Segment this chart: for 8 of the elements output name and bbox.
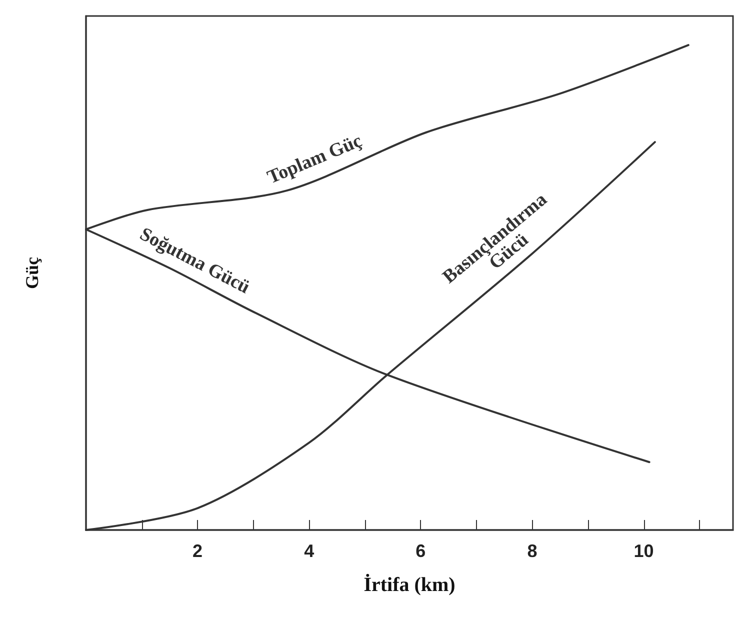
y-axis-title: Güç [22, 256, 42, 290]
x-tick-label: 6 [416, 541, 426, 561]
x-tick-label: 2 [192, 541, 203, 561]
x-axis-title: İrtifa (km) [364, 573, 456, 596]
x-tick-label: 10 [634, 541, 654, 561]
text: Toplam Güç [264, 130, 365, 188]
x-tick-label: 4 [304, 541, 314, 561]
x-tick-label: 8 [527, 541, 538, 561]
